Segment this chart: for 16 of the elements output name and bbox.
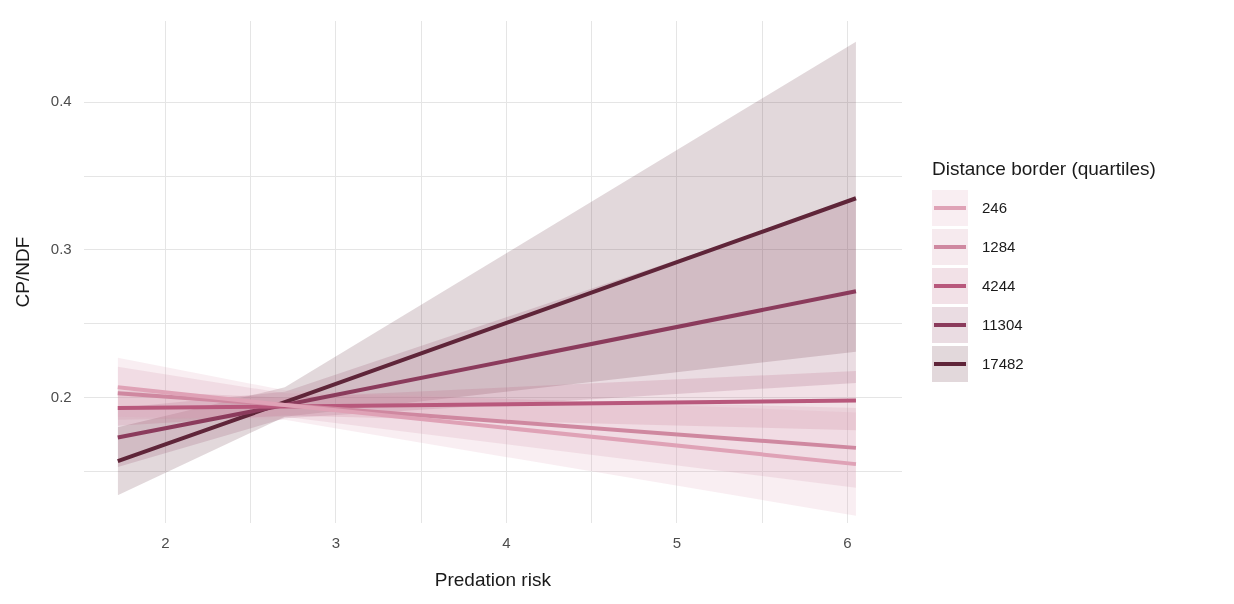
x-tick-label: 6 (843, 534, 852, 552)
y-tick-label: 0.2 (50, 387, 72, 405)
legend-label: 17482 (982, 355, 1024, 372)
x-tick-label: 3 (331, 534, 341, 552)
x-tick-label: 4 (502, 534, 511, 552)
legend-title: Distance border (quartiles) (932, 158, 1156, 180)
y-tick-label: 0.4 (50, 92, 72, 110)
legend-label: 4244 (982, 277, 1016, 294)
y-axis-title: CP/NDF (11, 236, 33, 308)
legend-label: 246 (982, 199, 1008, 216)
x-axis-title: Predation risk (434, 568, 552, 590)
legend-label: 11304 (982, 316, 1023, 333)
x-tick-label: 2 (161, 534, 170, 552)
y-tick-label: 0.3 (50, 240, 72, 258)
x-tick-label: 5 (672, 534, 682, 552)
legend-label: 1284 (982, 238, 1016, 255)
